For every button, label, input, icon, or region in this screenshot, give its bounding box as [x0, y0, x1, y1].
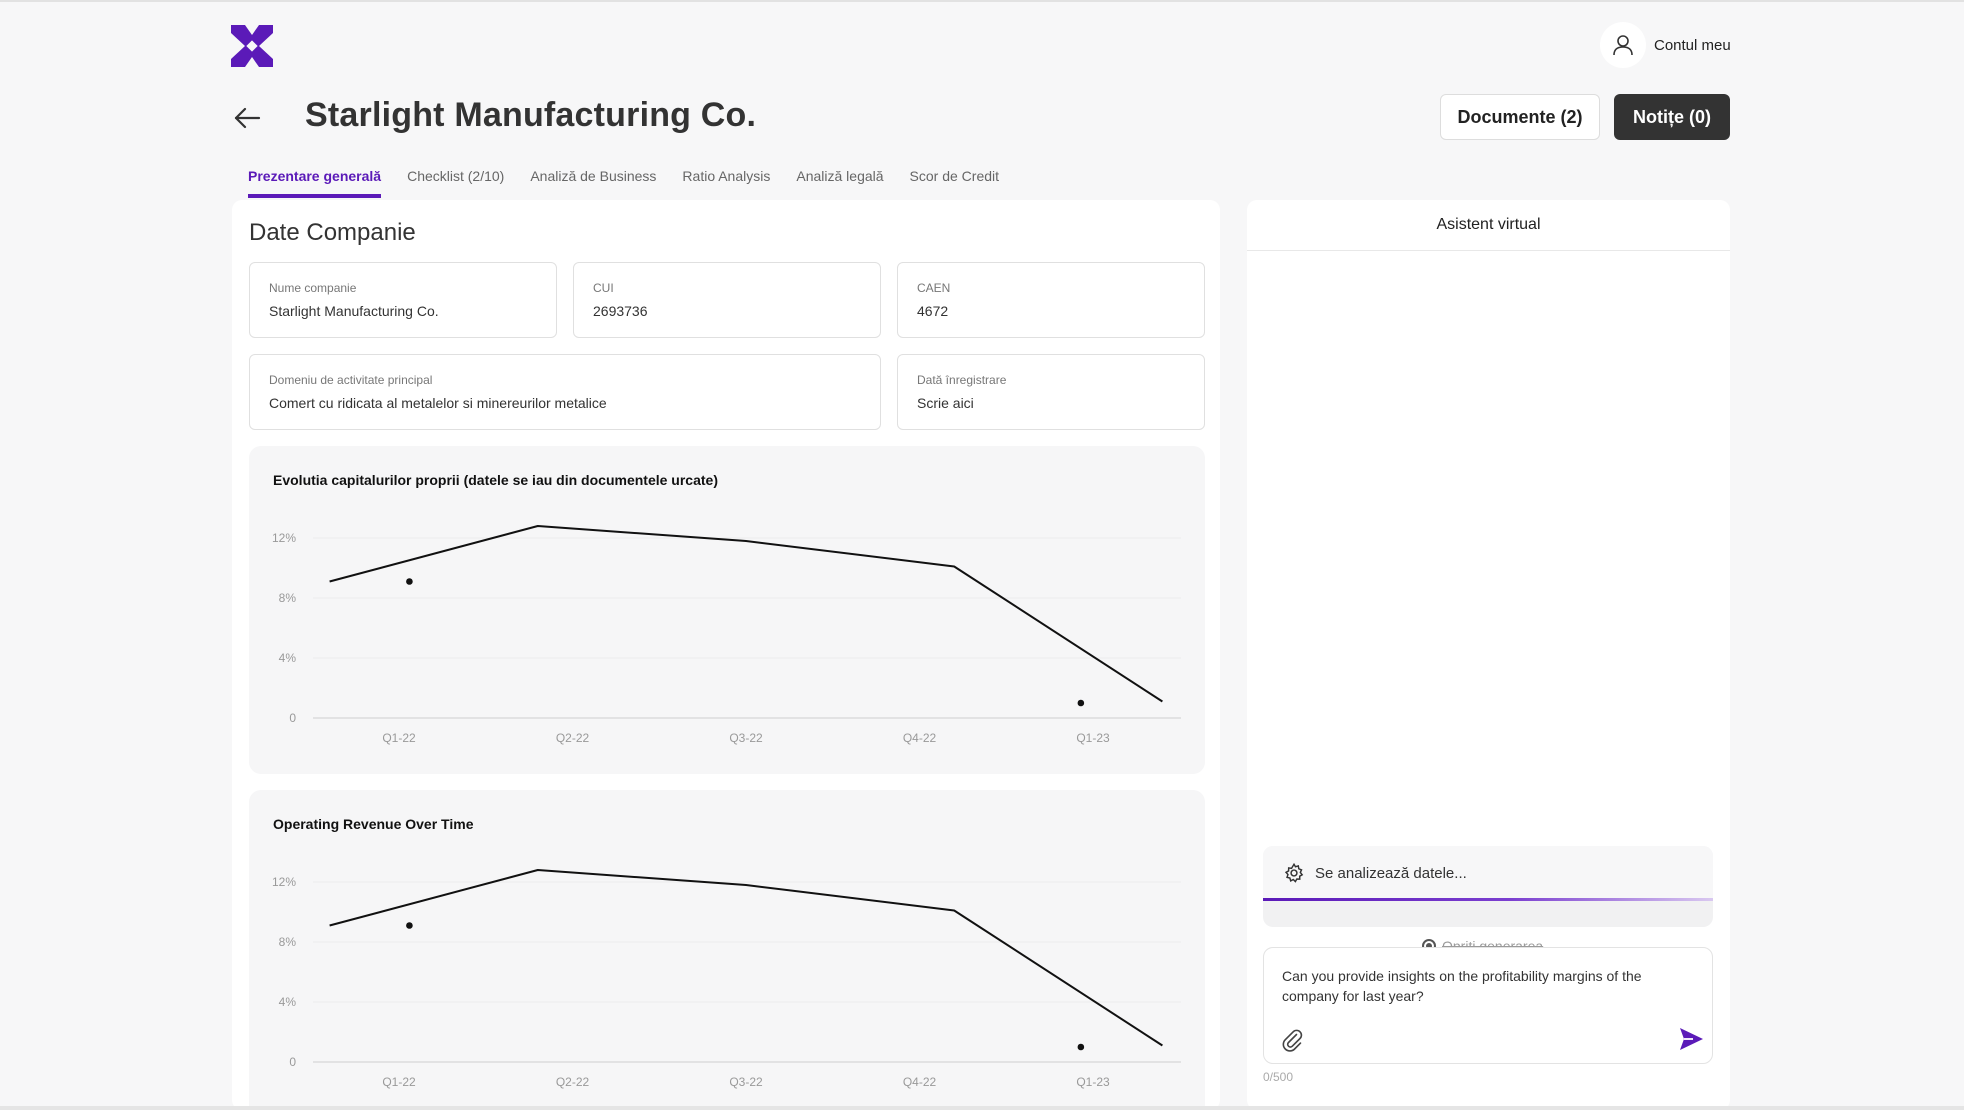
account-menu[interactable]: Contul meu — [1600, 22, 1731, 68]
send-icon[interactable] — [1678, 1026, 1704, 1052]
user-icon — [1613, 35, 1633, 56]
equity-line-chart: 0 4% 8% 12% Q1-22 Q2-22 Q3-22 Q4-22 Q1-23 — [272, 525, 1181, 745]
revenue-line-chart: 0 4% 8% 12% Q1-22 Q2-22 Q3-22 Q4-22 Q1-23 — [272, 869, 1181, 1089]
x-tick-label: Q2-22 — [556, 1075, 590, 1089]
gear-icon — [1284, 862, 1304, 883]
x-tick-label: Q1-23 — [1076, 1075, 1110, 1089]
page-title: Starlight Manufacturing Co. — [305, 96, 757, 134]
field-value[interactable]: Starlight Manufacturing Co. — [269, 303, 439, 319]
bottom-divider — [0, 1106, 1964, 1110]
chat-input[interactable]: Can you provide insights on the profitab… — [1263, 947, 1713, 1064]
data-point — [1077, 1043, 1085, 1051]
section-title: Date Companie — [249, 219, 416, 246]
y-tick-label: 0 — [289, 711, 296, 725]
notes-button[interactable]: Notițe (0) — [1614, 94, 1730, 140]
chart-title: Operating Revenue Over Time — [273, 816, 474, 832]
tab-checklist[interactable]: Checklist (2/10) — [407, 168, 505, 184]
series-line — [329, 525, 1163, 703]
y-tick-label: 4% — [279, 651, 297, 665]
x-tick-label: Q1-22 — [382, 1075, 416, 1089]
character-counter: 0/500 — [1263, 1070, 1294, 1084]
tab-credit-score[interactable]: Scor de Credit — [909, 168, 1000, 184]
field-value[interactable]: 2693736 — [593, 303, 648, 319]
y-tick-label: 12% — [272, 875, 296, 889]
x-tick-label: Q3-22 — [729, 1075, 763, 1089]
chart-title: Evolutia capitalurilor proprii (datele s… — [273, 472, 718, 488]
tab-ratio-analysis[interactable]: Ratio Analysis — [682, 168, 771, 184]
caen-field[interactable]: CAEN 4672 — [897, 262, 1205, 338]
y-tick-label: 8% — [279, 591, 297, 605]
field-value[interactable]: 4672 — [917, 303, 949, 319]
registration-date-field[interactable]: Dată înregistrare Scrie aici — [897, 354, 1205, 430]
y-tick-label: 4% — [279, 995, 297, 1009]
series-line — [329, 869, 1163, 1047]
activity-domain-field[interactable]: Domeniu de activitate principal Comert c… — [249, 354, 881, 430]
x-tick-label: Q2-22 — [556, 731, 590, 745]
virtual-assistant-panel: Asistent virtual Se analizează datele...… — [1247, 200, 1730, 1110]
field-label: Nume companie — [269, 281, 357, 295]
back-arrow-icon[interactable] — [232, 103, 262, 133]
analysis-status: Se analizează datele... — [1263, 846, 1713, 927]
data-point — [406, 922, 413, 929]
field-label: CAEN — [917, 281, 951, 295]
avatar[interactable] — [1600, 22, 1646, 68]
revenue-chart-card: Operating Revenue Over Time 0 4% 8% 12% Q1-2… — [249, 790, 1205, 1110]
x-tick-label: Q3-22 — [729, 731, 763, 745]
field-label: Domeniu de activitate principal — [269, 373, 433, 387]
field-value[interactable]: Scrie aici — [917, 395, 974, 411]
tab-overview[interactable]: Prezentare generală — [248, 168, 382, 198]
status-text: Se analizează datele... — [1315, 864, 1467, 882]
progress-line — [1263, 898, 1713, 901]
status-row: Se analizează datele... — [1263, 846, 1713, 900]
equity-chart-card: Evolutia capitalurilor proprii (datele s… — [249, 446, 1205, 774]
cui-field[interactable]: CUI 2693736 — [573, 262, 881, 338]
top-divider — [0, 0, 1964, 2]
tab-legal-analysis[interactable]: Analiză legală — [796, 168, 884, 184]
company-data-panel: Date Companie Nume companie Starlight Ma… — [232, 200, 1220, 1110]
logo-icon[interactable] — [231, 25, 273, 67]
documents-button[interactable]: Documente (2) — [1440, 94, 1600, 140]
data-point — [1077, 699, 1085, 707]
y-tick-label: 12% — [272, 531, 296, 545]
assistant-title: Asistent virtual — [1247, 200, 1730, 251]
x-tick-label: Q1-22 — [382, 731, 416, 745]
company-name-field[interactable]: Nume companie Starlight Manufacturing Co… — [249, 262, 557, 338]
paperclip-icon[interactable] — [1280, 1028, 1304, 1052]
y-tick-label: 8% — [279, 935, 297, 949]
x-tick-label: Q4-22 — [903, 731, 937, 745]
field-label: Dată înregistrare — [917, 373, 1007, 387]
chat-input-text[interactable]: Can you provide insights on the profitab… — [1282, 968, 1642, 1004]
x-tick-label: Q4-22 — [903, 1075, 937, 1089]
tab-business-analysis[interactable]: Analiză de Business — [530, 168, 657, 184]
account-label[interactable]: Contul meu — [1654, 36, 1731, 54]
tab-bar: Prezentare generală Checklist (2/10) Ana… — [248, 168, 1025, 198]
x-tick-label: Q1-23 — [1076, 731, 1110, 745]
field-label: CUI — [593, 281, 614, 295]
data-point — [406, 578, 413, 585]
field-value[interactable]: Comert cu ridicata al metalelor si miner… — [269, 395, 607, 411]
y-tick-label: 0 — [289, 1055, 296, 1069]
